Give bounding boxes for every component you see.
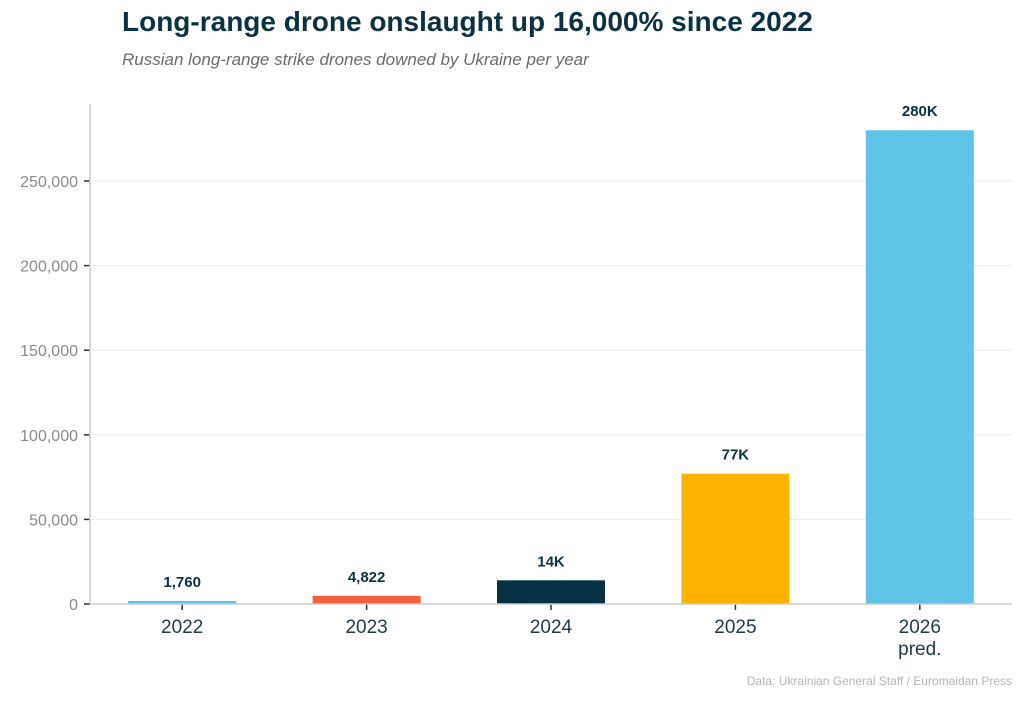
y-tick-label: 0 [69,597,78,614]
x-tick-label: 2025 [714,617,756,638]
y-tick-label: 150,000 [20,343,78,360]
x-tick-label-line: pred. [898,639,941,660]
data-label: 4,822 [348,569,386,586]
chart-title: Long-range drone onslaught up 16,000% si… [122,6,813,37]
x-tick-label-line: 2025 [714,617,756,638]
bar-2022 [128,601,237,604]
x-tick-label-line: 2024 [530,617,573,638]
x-tick-label-line: 2023 [345,617,387,638]
data-label: 77K [722,447,750,464]
x-tick-label: 2024 [530,617,573,638]
y-tick-label: 50,000 [29,512,78,529]
y-tick-label: 250,000 [20,174,78,191]
x-tick-label-line: 2022 [161,617,203,638]
data-label: 14K [537,553,565,570]
y-tick-label: 200,000 [20,259,78,276]
chart-subtitle: Russian long-range strike drones downed … [122,50,589,69]
x-tick-label: 2026 pred. [898,617,941,660]
bar-2024 [497,580,605,604]
source-note: Data: Ukrainian General Staff / Euromaid… [746,674,1012,688]
x-tick-label: 2023 [345,617,387,638]
bar-2025 [681,473,790,604]
x-tick-label: 2022 [161,617,203,638]
y-tick-label: 100,000 [20,428,78,445]
data-label: 1,760 [163,574,201,591]
bar-2026 [865,130,974,605]
data-label: 280K [902,103,938,120]
bar-2023 [312,595,421,604]
x-tick-label-line: 2026 [899,617,941,638]
